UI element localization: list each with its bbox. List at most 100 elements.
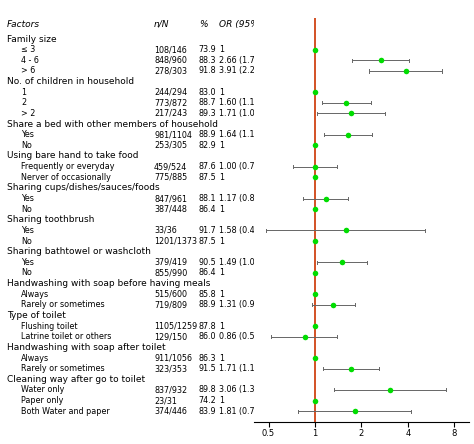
- Text: 87.5: 87.5: [199, 237, 217, 246]
- Text: No. of children in household: No. of children in household: [7, 77, 134, 86]
- Text: 1: 1: [21, 87, 26, 97]
- Text: 217/243: 217/243: [154, 109, 187, 118]
- Text: 1: 1: [219, 289, 224, 299]
- Text: > 2: > 2: [21, 109, 35, 118]
- Text: 1: 1: [219, 173, 224, 182]
- Text: 1: 1: [219, 321, 224, 331]
- Text: 91.7: 91.7: [199, 226, 217, 235]
- Text: Rarely or sometimes: Rarely or sometimes: [21, 300, 105, 309]
- Text: 86.3: 86.3: [199, 353, 216, 362]
- Text: 91.8: 91.8: [199, 67, 217, 75]
- Text: 1.71 (1.03 – 2.84): 1.71 (1.03 – 2.84): [219, 109, 289, 118]
- Text: 1.60 (1.11 – 2.31): 1.60 (1.11 – 2.31): [219, 98, 289, 107]
- Text: 89.8: 89.8: [199, 385, 217, 394]
- Text: 1: 1: [219, 237, 224, 246]
- Text: 719/809: 719/809: [154, 300, 187, 309]
- Text: 1.58 (0.48 – 5.19): 1.58 (0.48 – 5.19): [219, 226, 289, 235]
- Text: 89.3: 89.3: [199, 109, 217, 118]
- Text: 2.66 (1.75 – 4.05): 2.66 (1.75 – 4.05): [219, 56, 289, 65]
- Text: n/N: n/N: [154, 20, 170, 29]
- Text: 85.8: 85.8: [199, 289, 217, 299]
- Text: Type of toilet: Type of toilet: [7, 311, 66, 320]
- Text: 87.8: 87.8: [199, 321, 217, 331]
- Text: 1.00 (0.72 – 1.39): 1.00 (0.72 – 1.39): [219, 162, 289, 171]
- Text: 33/36: 33/36: [154, 226, 177, 235]
- Text: Always: Always: [21, 289, 49, 299]
- Text: 1.71 (1.13 – 2.59): 1.71 (1.13 – 2.59): [219, 364, 289, 373]
- Text: 91.5: 91.5: [199, 364, 217, 373]
- Text: 1: 1: [219, 396, 224, 405]
- Text: Both Water and paper: Both Water and paper: [21, 407, 109, 416]
- Text: Yes: Yes: [21, 194, 34, 203]
- Text: %: %: [199, 20, 207, 29]
- Text: Paper only: Paper only: [21, 396, 64, 405]
- Text: 911/1056: 911/1056: [154, 353, 192, 362]
- Text: 3.06 (1.33 – 7.04): 3.06 (1.33 – 7.04): [219, 385, 289, 394]
- Text: 387/448: 387/448: [154, 205, 187, 214]
- Text: 3.91 (2.25 – 6.7): 3.91 (2.25 – 6.7): [219, 67, 284, 75]
- Text: 848/960: 848/960: [154, 56, 187, 65]
- Text: 87.6: 87.6: [199, 162, 217, 171]
- Text: Always: Always: [21, 353, 49, 362]
- Text: 1: 1: [219, 205, 224, 214]
- Text: 129/150: 129/150: [154, 332, 187, 341]
- Text: 1: 1: [219, 269, 224, 278]
- Text: 1.17 (0.84 – 1.63): 1.17 (0.84 – 1.63): [219, 194, 289, 203]
- Text: Using bare hand to take food: Using bare hand to take food: [7, 151, 139, 160]
- Text: No: No: [21, 205, 32, 214]
- Text: 87.5: 87.5: [199, 173, 217, 182]
- Text: 1: 1: [219, 45, 224, 54]
- Text: 74.2: 74.2: [199, 396, 217, 405]
- Text: 253/305: 253/305: [154, 141, 187, 150]
- Text: 88.3: 88.3: [199, 56, 216, 65]
- Text: 1.49 (1.03 – 2.17): 1.49 (1.03 – 2.17): [219, 258, 289, 267]
- Text: 90.5: 90.5: [199, 258, 217, 267]
- Text: 2: 2: [21, 98, 26, 107]
- Text: 88.1: 88.1: [199, 194, 216, 203]
- Text: Sharing toothbrush: Sharing toothbrush: [7, 215, 95, 224]
- Text: 86.0: 86.0: [199, 332, 216, 341]
- Text: 88.9: 88.9: [199, 300, 217, 309]
- Text: 1.64 (1.15 – 2.33): 1.64 (1.15 – 2.33): [219, 130, 289, 139]
- Text: 73.9: 73.9: [199, 45, 217, 54]
- Text: 82.9: 82.9: [199, 141, 217, 150]
- Text: Yes: Yes: [21, 226, 34, 235]
- Text: 1201/1373: 1201/1373: [154, 237, 197, 246]
- Text: Sharing bathtowel or washcloth: Sharing bathtowel or washcloth: [7, 247, 151, 256]
- Text: 1.31 (0.96 – 1.81): 1.31 (0.96 – 1.81): [219, 300, 289, 309]
- Text: No: No: [21, 269, 32, 278]
- Text: Frequently or everyday: Frequently or everyday: [21, 162, 114, 171]
- Text: 1105/1259: 1105/1259: [154, 321, 197, 331]
- Text: OR (95% CI): OR (95% CI): [219, 20, 274, 29]
- Text: 108/146: 108/146: [154, 45, 187, 54]
- Text: 379/419: 379/419: [154, 258, 187, 267]
- Text: Flushing toilet: Flushing toilet: [21, 321, 77, 331]
- Text: No: No: [21, 237, 32, 246]
- Text: 1: 1: [219, 87, 224, 97]
- Text: Factors: Factors: [7, 20, 40, 29]
- Text: Cleaning way after go to toilet: Cleaning way after go to toilet: [7, 375, 146, 384]
- Text: 374/446: 374/446: [154, 407, 187, 416]
- Text: 86.4: 86.4: [199, 269, 216, 278]
- Text: 278/303: 278/303: [154, 67, 187, 75]
- Text: 83.0: 83.0: [199, 87, 216, 97]
- Text: 83.9: 83.9: [199, 407, 217, 416]
- Text: 0.86 (0.52 – 1.39): 0.86 (0.52 – 1.39): [219, 332, 289, 341]
- Text: Share a bed with other members of household: Share a bed with other members of househ…: [7, 119, 218, 129]
- Text: 1: 1: [219, 141, 224, 150]
- Text: Water only: Water only: [21, 385, 64, 394]
- Text: Handwashing with soap before having meals: Handwashing with soap before having meal…: [7, 279, 210, 288]
- Text: Yes: Yes: [21, 258, 34, 267]
- Text: Sharing cups/dishes/sauces/foods: Sharing cups/dishes/sauces/foods: [7, 183, 160, 192]
- Text: 515/600: 515/600: [154, 289, 187, 299]
- Text: 86.4: 86.4: [199, 205, 216, 214]
- Text: 773/872: 773/872: [154, 98, 187, 107]
- Text: No: No: [21, 141, 32, 150]
- Text: 88.9: 88.9: [199, 130, 217, 139]
- Text: 244/294: 244/294: [154, 87, 187, 97]
- Text: Nerver of occasionally: Nerver of occasionally: [21, 173, 111, 182]
- Text: Latrine toilet or others: Latrine toilet or others: [21, 332, 111, 341]
- Text: Family size: Family size: [7, 35, 57, 44]
- Text: 4 - 6: 4 - 6: [21, 56, 39, 65]
- Text: 981/1104: 981/1104: [154, 130, 192, 139]
